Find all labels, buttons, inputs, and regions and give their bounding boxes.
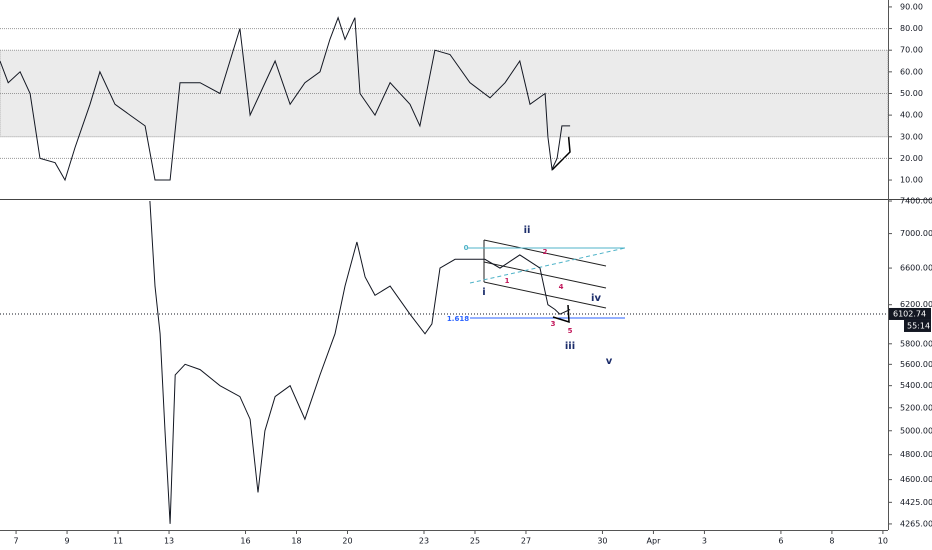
x-tick-label: 23: [419, 537, 429, 546]
wave-label: v: [606, 356, 613, 367]
wave-label: 5: [568, 327, 573, 335]
last-price-label: 6102.74: [893, 309, 926, 318]
rsi-line: [0, 16, 571, 182]
fib-line: [469, 247, 626, 284]
wave-label: 0: [464, 244, 469, 252]
wave-label: iv: [591, 293, 601, 304]
x-tick-label: 7: [14, 537, 19, 546]
y-tick-label: 10.00: [900, 176, 923, 185]
x-tick-label: 6: [778, 537, 783, 546]
y-tick-label: 90.00: [900, 2, 923, 11]
x-tick-label: 20: [342, 537, 352, 546]
wave-label: ii: [524, 225, 531, 236]
y-tick-label: 5600.00: [900, 360, 932, 369]
y-tick-label: 20.00: [900, 154, 923, 163]
y-tick-label: 7400.00: [900, 197, 932, 206]
y-tick-label: 70.00: [900, 46, 923, 55]
wave-label: i: [482, 287, 485, 298]
x-tick-label: 11: [113, 537, 123, 546]
x-tick-label: 18: [291, 537, 301, 546]
x-tick-label: 13: [164, 537, 174, 546]
y-tick-label: 30.00: [900, 132, 923, 141]
y-tick-label: 40.00: [900, 111, 923, 120]
y-tick-label: 6600.00: [900, 264, 932, 273]
y-tick-label: 4600.00: [900, 475, 932, 484]
wave-label: 1.618: [447, 315, 469, 323]
x-tick-label: 27: [521, 537, 531, 546]
x-tick-label: 25: [470, 537, 480, 546]
x-tick-label: 16: [240, 537, 250, 546]
y-tick-label: 4265.00: [900, 519, 932, 528]
rsi-triangle: [551, 129, 571, 171]
y-tick-label: 6200.00: [900, 300, 932, 309]
wave-label: 4: [559, 283, 564, 291]
y-tick-label: 50.00: [900, 89, 923, 98]
channel-line: [483, 239, 607, 267]
y-tick-label: 60.00: [900, 67, 923, 76]
wave-label: 1: [505, 277, 510, 285]
y-tick-label: 4425.00: [900, 498, 932, 507]
y-tick-label: 80.00: [900, 24, 923, 33]
last-price-box: [889, 307, 931, 320]
countdown-label: 55:14: [907, 321, 930, 330]
wave-label: iii: [565, 341, 575, 352]
y-tick-label: 7000.00: [900, 229, 932, 238]
y-tick-label: 4800.00: [900, 450, 932, 459]
channel-line: [483, 261, 607, 289]
y-tick-label: 5000.00: [900, 426, 932, 435]
wave-label: 2: [543, 248, 548, 256]
x-tick-label: 10: [878, 537, 888, 546]
price-line: [149, 200, 571, 524]
x-tick-label: 8: [829, 537, 834, 546]
channel-line: [483, 281, 607, 309]
y-tick-label: 5400.00: [900, 381, 932, 390]
wave-label: 3: [551, 320, 556, 328]
x-tick-label: 30: [597, 537, 607, 546]
y-tick-label: 5800.00: [900, 339, 932, 348]
y-tick-label: 5200.00: [900, 403, 932, 412]
x-tick-label: 3: [702, 537, 707, 546]
countdown-box: [904, 319, 931, 332]
x-tick-label: 9: [65, 537, 70, 546]
x-tick-label: Apr: [647, 537, 662, 546]
